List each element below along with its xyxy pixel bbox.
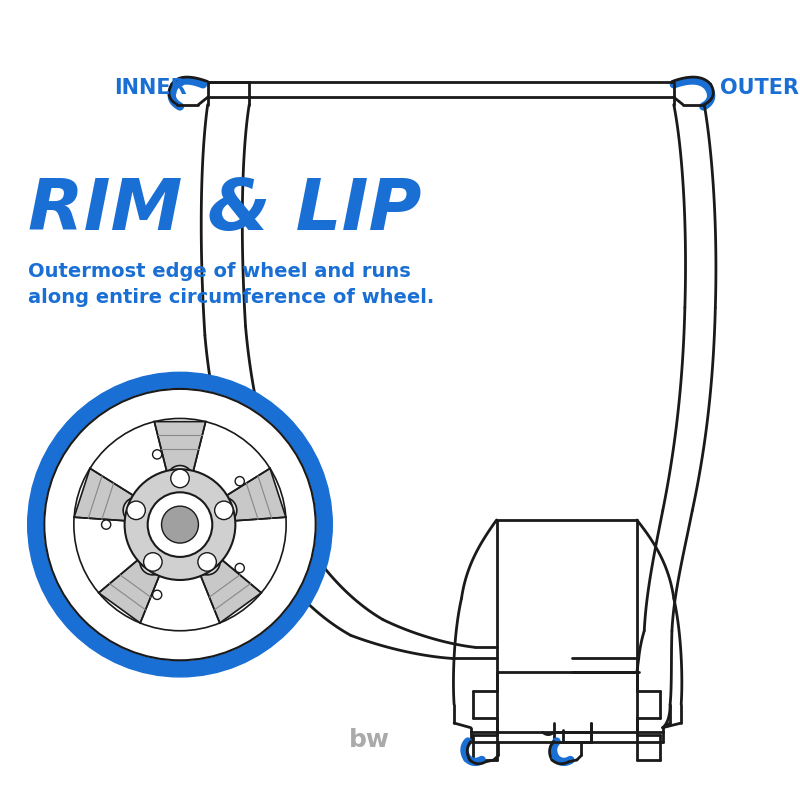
Polygon shape [98,560,159,623]
Circle shape [170,470,190,488]
Circle shape [144,553,162,571]
Circle shape [198,553,216,571]
Circle shape [211,498,237,523]
Circle shape [140,549,166,575]
Circle shape [162,506,198,543]
Circle shape [153,450,162,459]
Circle shape [148,492,212,557]
Text: INNER: INNER [114,78,186,98]
Circle shape [123,498,149,523]
Polygon shape [201,560,262,623]
Text: RIM & LIP: RIM & LIP [28,176,421,246]
Polygon shape [154,422,206,471]
Circle shape [153,590,162,599]
Circle shape [235,563,244,573]
Circle shape [102,520,110,530]
Circle shape [194,549,220,575]
Circle shape [28,372,332,677]
Circle shape [214,501,233,519]
Polygon shape [74,468,133,521]
Circle shape [235,477,244,486]
Circle shape [44,389,316,660]
Text: Outermost edge of wheel and runs
along entire circumference of wheel.: Outermost edge of wheel and runs along e… [28,262,434,307]
Circle shape [127,501,146,519]
Polygon shape [227,468,286,521]
Circle shape [125,470,235,580]
Circle shape [167,466,193,491]
Text: OUTER: OUTER [720,78,799,98]
Text: bw: bw [349,728,390,752]
